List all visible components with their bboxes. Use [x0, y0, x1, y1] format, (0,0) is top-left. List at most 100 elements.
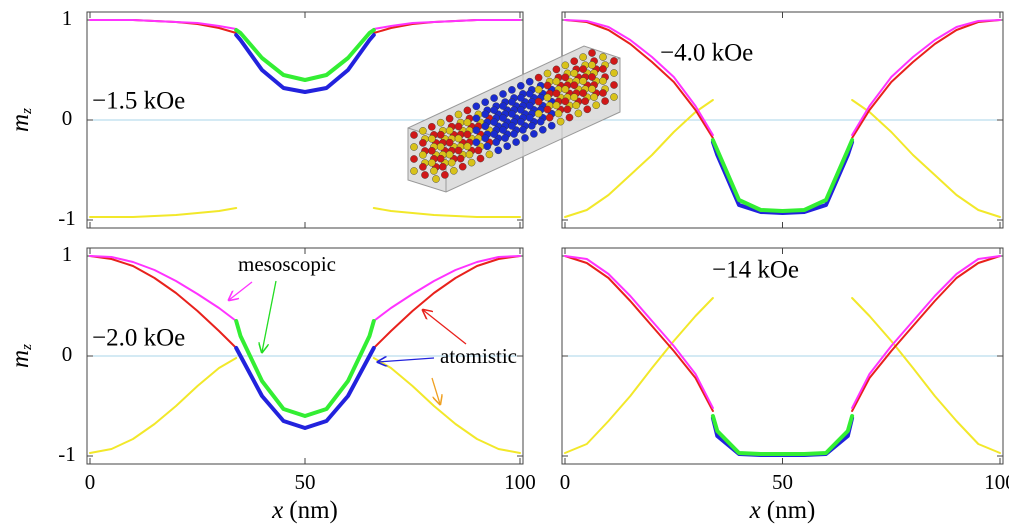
lattice-atom: [432, 175, 440, 183]
lattice-atom: [574, 109, 583, 118]
lattice-atom: [539, 126, 547, 134]
lattice-atom: [570, 57, 579, 66]
lattice-atom: [472, 126, 481, 135]
series-line: [710, 414, 855, 456]
lattice-atom: [570, 69, 579, 77]
lattice-atom: [499, 114, 507, 122]
lattice-atom: [501, 134, 509, 142]
lattice-atom: [588, 61, 596, 69]
series-line: [564, 99, 1001, 218]
panel: 1 0 -1 −1.5 kOe mz: [7, 6, 524, 230]
lattice-atom: [508, 86, 516, 94]
x-tick-label: 50: [295, 470, 316, 494]
y-axis-label: mz: [7, 108, 36, 132]
panel: 0 50 100 −14 kOe x(nm): [560, 247, 1009, 524]
lattice-atom: [521, 134, 529, 142]
lattice-atom: [510, 130, 518, 138]
lattice-atom: [463, 118, 472, 127]
lattice-atom: [463, 142, 472, 151]
series-line: [89, 19, 521, 30]
lattice-atom: [517, 82, 525, 90]
lattice-atom: [481, 134, 490, 142]
lattice-atom: [561, 61, 570, 70]
x-axis-unit: (nm): [289, 497, 338, 524]
lattice-atom: [543, 69, 552, 78]
lattice-atom: [579, 53, 587, 61]
lattice-atom: [456, 154, 465, 163]
y-tick-label: -1: [58, 206, 76, 230]
lattice-atom: [512, 138, 520, 146]
lattice-atom: [599, 65, 607, 73]
lattice-atom: [481, 122, 490, 130]
lattice-atom: [588, 49, 596, 57]
lattice-atom: [410, 155, 418, 163]
panel: −4.0 kOe: [561, 11, 1004, 229]
lattice-atom: [427, 123, 436, 131]
lattice-atom: [561, 97, 570, 106]
series-line: [89, 255, 521, 322]
series-line: [89, 357, 521, 454]
x-axis-symbol: x: [271, 497, 283, 524]
lattice-atom: [483, 142, 492, 151]
lattice-atom: [610, 81, 618, 89]
lattice-atom: [552, 89, 561, 98]
lattice-atom: [519, 126, 527, 134]
y-tick-label: 1: [62, 6, 73, 30]
lattice-atom: [419, 127, 427, 135]
lattice-atom: [528, 122, 536, 130]
lattice-atom: [554, 109, 563, 118]
lattice-atom: [441, 171, 449, 179]
x-axis-label: x (nm): [271, 497, 338, 524]
y-tick-label: -1: [58, 442, 76, 466]
x-tick-label: 50: [772, 470, 793, 494]
series-line: [89, 207, 521, 218]
arrow: [378, 358, 435, 362]
lattice-atom: [543, 105, 552, 114]
series-line: [564, 19, 1001, 136]
lattice-atom: [601, 97, 609, 105]
lattice-atom: [490, 130, 498, 138]
x-axis-unit: (nm): [767, 497, 816, 524]
series-line: [564, 255, 1001, 409]
lattice-atom: [427, 134, 436, 143]
lattice-atom: [499, 102, 507, 110]
lattice-atom: [427, 158, 436, 167]
lattice-atom: [419, 163, 427, 171]
lattice-atom: [465, 150, 474, 159]
y-tick-label: 0: [62, 342, 73, 366]
series-line: [234, 319, 376, 418]
lattice-atom: [447, 158, 456, 167]
lattice-atom: [610, 57, 618, 65]
lattice-atom: [438, 162, 447, 171]
lattice-atom: [410, 167, 418, 175]
lattice-atom: [490, 94, 498, 102]
lattice-atom: [472, 138, 481, 147]
y-axis-subscript: z: [19, 344, 35, 351]
lattice-atom: [410, 131, 418, 139]
inset-lattice: [407, 45, 621, 193]
y-axis-symbol: m: [7, 114, 34, 132]
lattice-atom: [430, 167, 438, 175]
y-tick-label: 0: [62, 106, 73, 130]
series-line: [710, 138, 855, 213]
lattice-atom: [583, 105, 592, 114]
lattice-atom: [581, 97, 590, 105]
lattice-atom: [476, 154, 485, 163]
lattice-atom: [454, 134, 463, 143]
lattice-atom: [467, 158, 476, 167]
lattice-atom: [481, 110, 490, 118]
series-line: [89, 255, 521, 349]
series-line: [710, 140, 855, 215]
lattice-atom: [565, 113, 574, 122]
lattice-atom: [474, 146, 483, 155]
series-line: [564, 255, 1001, 412]
x-tick-label: 0: [85, 470, 96, 494]
lattice-atom: [592, 101, 601, 109]
annotation-arrows: [229, 280, 467, 404]
lattice-atom: [570, 81, 579, 89]
lattice-atom: [472, 102, 481, 111]
lattice-atom: [508, 98, 516, 106]
lattice-atom: [436, 130, 445, 139]
